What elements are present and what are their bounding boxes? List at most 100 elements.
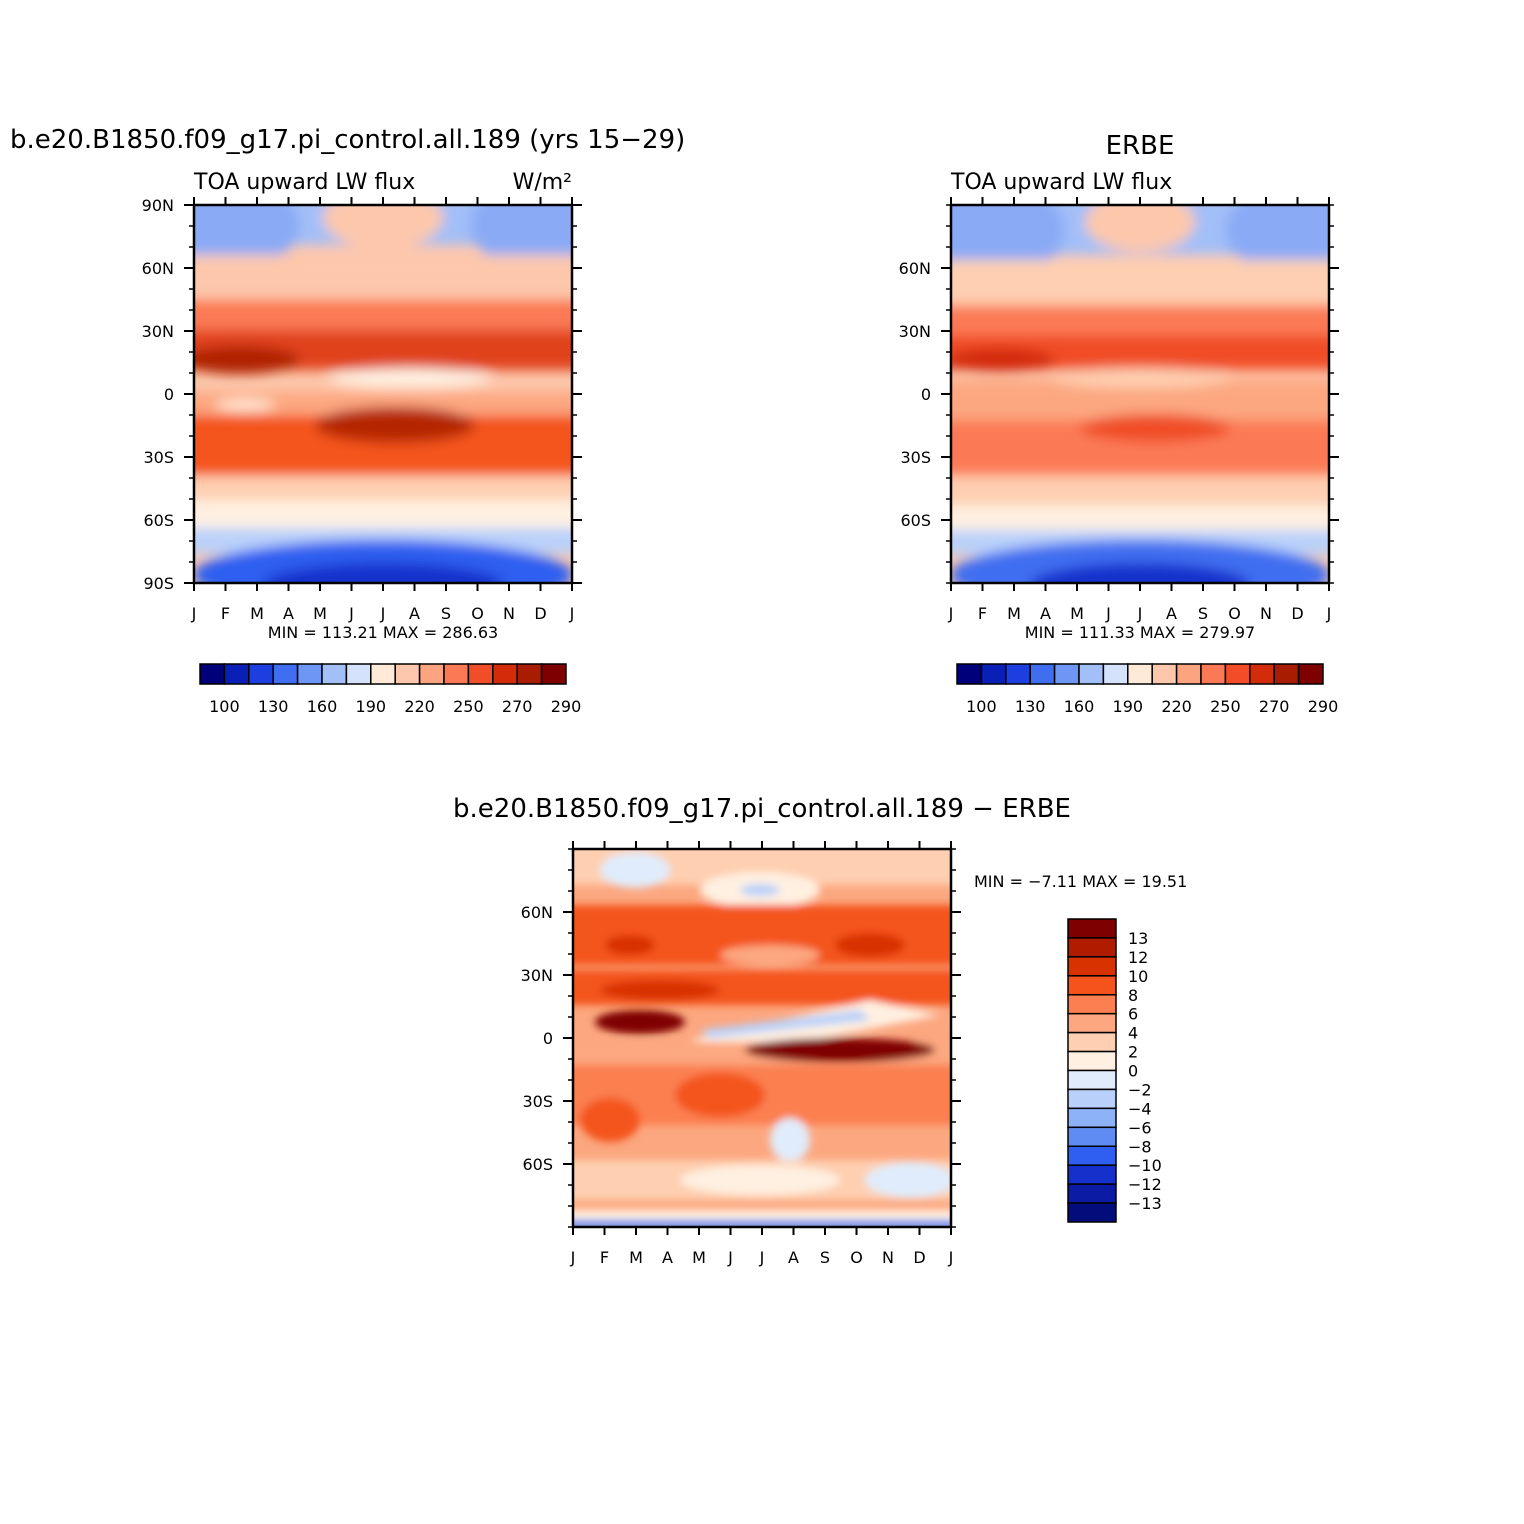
colorbar-label: 8: [1128, 986, 1138, 1005]
colorbar-box: [1067, 1031, 1117, 1053]
y-tick-label: 60S: [143, 511, 174, 530]
colorbar-box: [516, 663, 543, 685]
colorbar-box: [1067, 1069, 1117, 1091]
panel-model-title: b.e20.B1850.f09_g17.pi_control.all.189 (…: [10, 125, 685, 155]
x-tick-label: M: [629, 1248, 643, 1267]
colorbar-label: −10: [1128, 1156, 1162, 1175]
colorbar-box: [1067, 1050, 1117, 1072]
x-tick-label: J: [1326, 604, 1332, 623]
colorbar-label: 250: [453, 697, 484, 716]
colorbar-box: [1067, 1012, 1117, 1034]
colorbar-box: [1273, 663, 1300, 685]
x-tick-label: M: [250, 604, 264, 623]
colorbar-box: [1224, 663, 1251, 685]
x-tick-label: J: [380, 604, 386, 623]
x-tick-label: M: [313, 604, 327, 623]
x-tick-label: N: [882, 1248, 894, 1267]
y-tick-label: 30N: [899, 322, 931, 341]
y-tick-label: 60N: [521, 903, 553, 922]
y-tick-label: 30S: [522, 1092, 553, 1111]
panel-model-left-label: TOA upward LW flux: [193, 170, 415, 195]
colorbar-box: [199, 663, 226, 685]
y-tick-label: 30N: [142, 322, 174, 341]
panel-diff-stats: MIN = −7.11 MAX = 19.51: [974, 872, 1187, 891]
colorbar-label: −4: [1128, 1099, 1152, 1118]
colorbar-box: [1127, 663, 1153, 685]
colorbar-box: [1067, 994, 1117, 1015]
x-tick-label: J: [1105, 604, 1111, 623]
y-tick-label: 60N: [899, 259, 931, 278]
colorbar-box: [1067, 1164, 1117, 1185]
colorbar-box: [296, 663, 323, 685]
colorbar-label: −6: [1128, 1118, 1152, 1137]
colorbar-label: 160: [307, 697, 338, 716]
colorbar-box: [321, 663, 348, 685]
x-tick-label: J: [759, 1248, 765, 1267]
colorbar-label: 290: [551, 697, 582, 716]
colorbar-box: [956, 663, 983, 685]
colorbar-box: [467, 663, 494, 685]
panel-erbe-colorbar: 100 130 160 190 220 250 270 290: [956, 663, 1338, 716]
colorbar-box: [1078, 663, 1105, 685]
x-tick-label: S: [1198, 604, 1208, 623]
x-tick-label: A: [662, 1248, 673, 1267]
panel-diff-title: b.e20.B1850.f09_g17.pi_control.all.189 −…: [453, 794, 1071, 824]
x-tick-label: S: [820, 1248, 830, 1267]
x-tick-label: M: [1007, 604, 1021, 623]
x-tick-label: M: [1070, 604, 1084, 623]
x-tick-label: J: [948, 1248, 954, 1267]
colorbar-label: 270: [1259, 697, 1290, 716]
x-tick-label: O: [471, 604, 484, 623]
x-tick-label: F: [600, 1248, 609, 1267]
x-tick-label: F: [978, 604, 987, 623]
colorbar-label: 6: [1128, 1005, 1138, 1024]
y-tick-label: 30S: [143, 448, 174, 467]
x-tick-label: A: [409, 604, 420, 623]
colorbar-box: [1067, 1183, 1117, 1204]
x-tick-label: A: [1040, 604, 1051, 623]
colorbar-label: 220: [404, 697, 435, 716]
x-tick-label: A: [283, 604, 294, 623]
colorbar-box: [272, 663, 299, 685]
colorbar-box: [1067, 937, 1117, 958]
x-tick-label: J: [569, 604, 575, 623]
x-tick-label: S: [441, 604, 451, 623]
x-tick-label: N: [503, 604, 515, 623]
y-tick-label: 0: [164, 385, 174, 404]
colorbar-label: 190: [356, 697, 387, 716]
panel-model-colorbar: 100 130 160 190 220 250 270 290: [199, 663, 582, 716]
y-tick-label: 90S: [143, 574, 174, 593]
x-tick-label: A: [1166, 604, 1177, 623]
colorbar-label: 2: [1128, 1043, 1138, 1062]
x-tick-label: A: [788, 1248, 799, 1267]
colorbar-box: [1053, 663, 1080, 685]
panel-erbe: ERBE TOA upward LW flux: [899, 131, 1339, 716]
x-tick-label: F: [221, 604, 230, 623]
y-tick-label: 90N: [142, 196, 174, 215]
colorbar-box: [1175, 663, 1202, 685]
colorbar-box: [1067, 975, 1117, 996]
colorbar-label: 100: [966, 697, 997, 716]
colorbar-box: [980, 663, 1007, 685]
x-tick-label: D: [534, 604, 546, 623]
x-tick-label: J: [570, 1248, 576, 1267]
panel-erbe-title: ERBE: [1106, 131, 1175, 161]
x-tick-label: J: [948, 604, 954, 623]
x-tick-label: O: [850, 1248, 863, 1267]
colorbar-box: [1249, 663, 1275, 685]
colorbar-box: [370, 663, 396, 685]
colorbar-label: 4: [1128, 1024, 1138, 1043]
colorbar-label: 270: [502, 697, 533, 716]
colorbar-label: 220: [1161, 697, 1192, 716]
x-tick-label: N: [1260, 604, 1272, 623]
y-tick-label: 60N: [142, 259, 174, 278]
panel-model-stats: MIN = 113.21 MAX = 286.63: [268, 623, 498, 642]
colorbar-box: [492, 663, 518, 685]
panel-model-units: W/m²: [513, 170, 572, 195]
x-tick-label: O: [1228, 604, 1241, 623]
colorbar-box: [394, 663, 421, 685]
panel-diff: b.e20.B1850.f09_g17.pi_control.all.189 −…: [453, 794, 1187, 1267]
colorbar-label: 100: [209, 697, 240, 716]
